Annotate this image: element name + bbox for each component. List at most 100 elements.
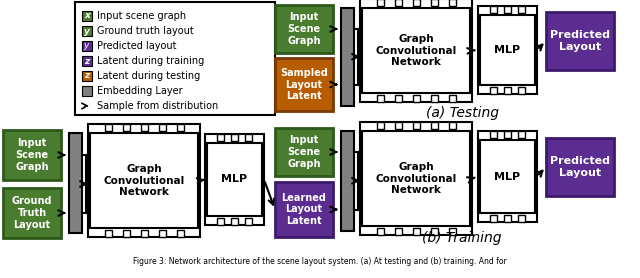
- Bar: [431, 228, 438, 235]
- Bar: [159, 124, 166, 131]
- Bar: [82, 26, 92, 36]
- Text: (b) Training: (b) Training: [422, 231, 502, 245]
- Bar: [546, 138, 614, 196]
- Text: x: x: [84, 11, 90, 21]
- Bar: [431, 0, 438, 6]
- Text: y: y: [84, 26, 90, 36]
- Text: Predicted
Layout: Predicted Layout: [550, 30, 610, 52]
- Bar: [244, 218, 252, 225]
- Text: Input
Scene
Graph: Input Scene Graph: [287, 135, 321, 168]
- Bar: [518, 131, 525, 138]
- Bar: [518, 215, 525, 222]
- Bar: [478, 6, 537, 94]
- Text: Predicted layout: Predicted layout: [97, 41, 177, 51]
- Bar: [394, 0, 401, 6]
- Bar: [177, 230, 184, 237]
- Text: MLP: MLP: [495, 172, 520, 182]
- Bar: [480, 140, 535, 213]
- Bar: [413, 228, 419, 235]
- Bar: [546, 12, 614, 70]
- Bar: [504, 215, 511, 222]
- Bar: [413, 95, 419, 102]
- Bar: [394, 228, 401, 235]
- Bar: [82, 41, 92, 51]
- Bar: [449, 95, 456, 102]
- Text: Graph
Convolutional
Network: Graph Convolutional Network: [104, 164, 184, 197]
- Bar: [231, 218, 238, 225]
- Bar: [3, 130, 61, 180]
- Bar: [122, 230, 129, 237]
- Bar: [141, 230, 147, 237]
- Text: Sampled
Layout
Latent: Sampled Layout Latent: [280, 68, 328, 101]
- Bar: [504, 6, 511, 13]
- Bar: [490, 131, 497, 138]
- Bar: [82, 11, 92, 21]
- Bar: [217, 134, 224, 141]
- Text: Ground
Truth
Layout: Ground Truth Layout: [12, 196, 52, 230]
- Bar: [3, 188, 61, 238]
- Bar: [104, 124, 111, 131]
- Bar: [394, 95, 401, 102]
- Text: Latent during training: Latent during training: [97, 56, 204, 66]
- Bar: [75, 2, 275, 115]
- Bar: [413, 122, 419, 129]
- Bar: [431, 122, 438, 129]
- Text: (a) Testing: (a) Testing: [426, 106, 499, 120]
- Bar: [69, 133, 82, 233]
- Bar: [177, 124, 184, 131]
- Bar: [376, 0, 383, 6]
- Bar: [360, 122, 472, 235]
- Text: Learned
Layout
Latent: Learned Layout Latent: [282, 193, 326, 226]
- Bar: [504, 87, 511, 94]
- Bar: [376, 228, 383, 235]
- Bar: [217, 218, 224, 225]
- Bar: [275, 5, 333, 53]
- Bar: [449, 122, 456, 129]
- Bar: [275, 58, 333, 111]
- Bar: [431, 95, 438, 102]
- Bar: [490, 6, 497, 13]
- Bar: [275, 128, 333, 176]
- Bar: [275, 182, 333, 237]
- Bar: [141, 124, 147, 131]
- Text: z: z: [84, 56, 90, 66]
- Text: Latent during testing: Latent during testing: [97, 71, 200, 81]
- Bar: [490, 87, 497, 94]
- Text: Graph
Convolutional
Network: Graph Convolutional Network: [376, 162, 456, 195]
- Text: MLP: MLP: [221, 175, 248, 185]
- Text: Input scene graph: Input scene graph: [97, 11, 186, 21]
- Bar: [362, 8, 470, 93]
- Bar: [376, 122, 383, 129]
- Text: Graph
Convolutional
Network: Graph Convolutional Network: [376, 34, 456, 67]
- Bar: [341, 131, 354, 231]
- Text: Figure 3: Network architecture of the scene layout system. (a) At testing and (b: Figure 3: Network architecture of the sc…: [133, 257, 507, 267]
- Text: Predicted
Layout: Predicted Layout: [550, 156, 610, 178]
- Bar: [518, 6, 525, 13]
- Bar: [244, 134, 252, 141]
- Text: Ground truth layout: Ground truth layout: [97, 26, 194, 36]
- Bar: [449, 228, 456, 235]
- Text: Input
Scene
Graph: Input Scene Graph: [15, 138, 49, 172]
- Text: MLP: MLP: [495, 45, 520, 55]
- Bar: [159, 230, 166, 237]
- Bar: [122, 124, 129, 131]
- Bar: [205, 134, 264, 225]
- Bar: [413, 0, 419, 6]
- Bar: [82, 71, 92, 81]
- Bar: [82, 86, 92, 96]
- Bar: [480, 15, 535, 85]
- Bar: [360, 0, 472, 102]
- Bar: [207, 143, 262, 216]
- Bar: [478, 131, 537, 222]
- Bar: [449, 0, 456, 6]
- Bar: [231, 134, 238, 141]
- Text: z: z: [84, 71, 90, 81]
- Bar: [104, 230, 111, 237]
- Text: Embedding Layer: Embedding Layer: [97, 86, 182, 96]
- Bar: [82, 56, 92, 66]
- Bar: [376, 95, 383, 102]
- Bar: [518, 87, 525, 94]
- Bar: [88, 124, 200, 237]
- Text: $\hat{y}$: $\hat{y}$: [83, 39, 91, 53]
- Text: Input
Scene
Graph: Input Scene Graph: [287, 13, 321, 46]
